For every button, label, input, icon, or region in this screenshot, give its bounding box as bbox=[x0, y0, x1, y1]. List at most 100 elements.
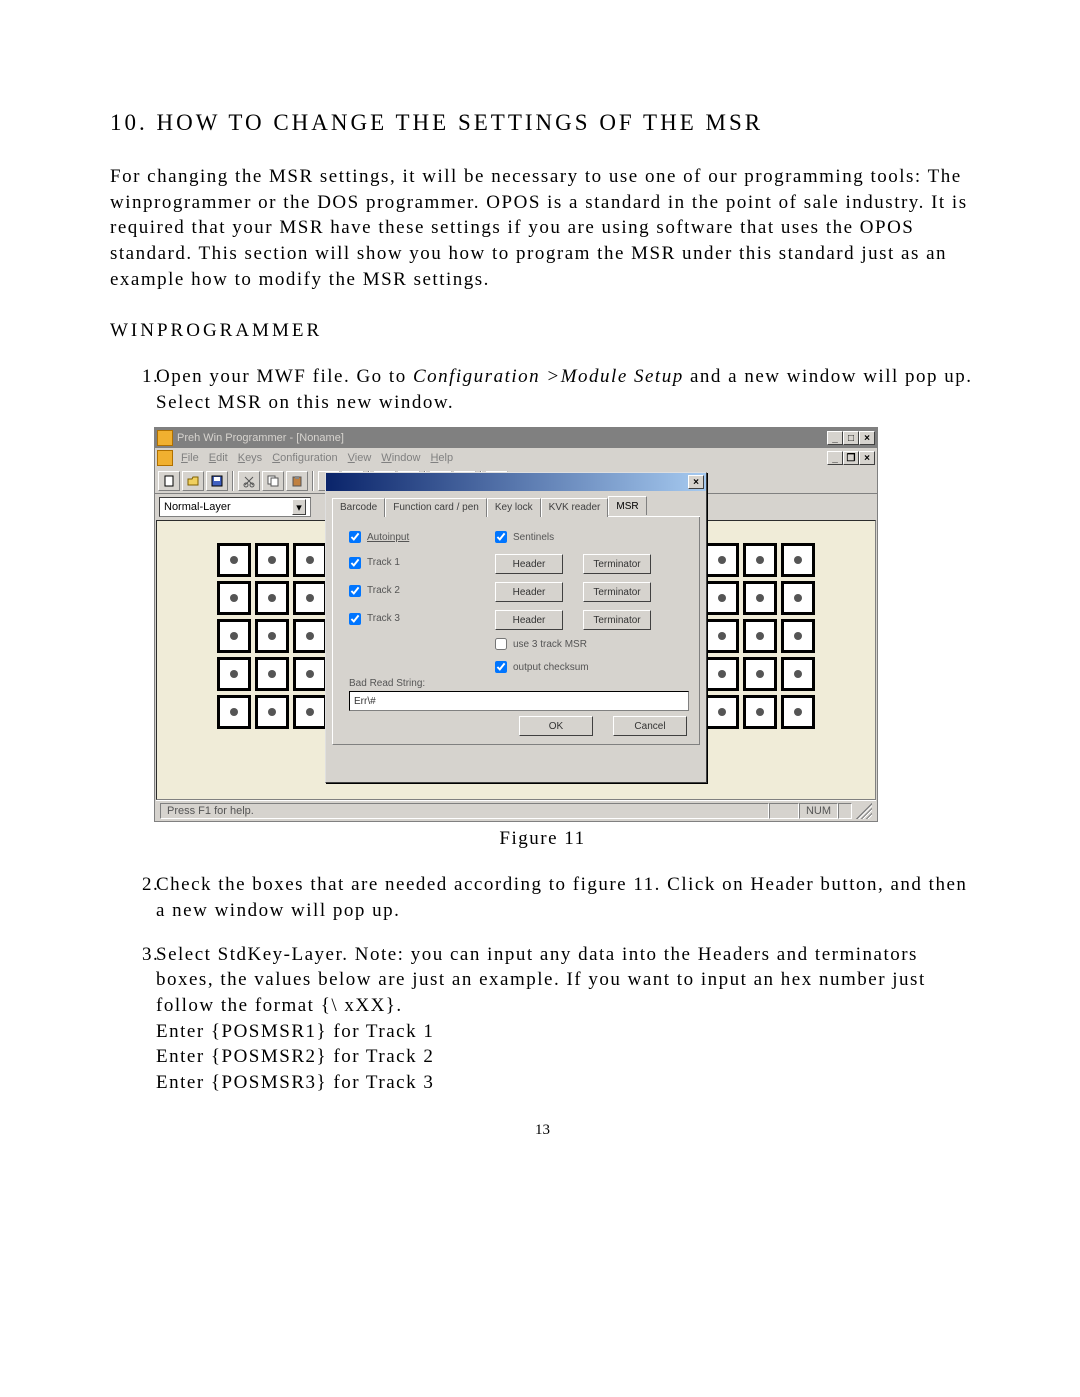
mdi-restore-button[interactable]: ❐ bbox=[843, 451, 859, 465]
key[interactable] bbox=[743, 619, 777, 653]
track2-checkbox[interactable]: Track 2 bbox=[349, 585, 400, 597]
track2-terminator-button[interactable]: Terminator bbox=[583, 582, 651, 602]
step-number: 2. bbox=[110, 872, 156, 923]
track3-checkbox[interactable]: Track 3 bbox=[349, 613, 400, 625]
ok-button[interactable]: OK bbox=[519, 716, 593, 736]
key[interactable] bbox=[705, 695, 739, 729]
window-title: Preh Win Programmer - [Noname] bbox=[177, 432, 823, 444]
menu-keys[interactable]: Keys bbox=[238, 452, 262, 464]
track1-checkbox[interactable]: Track 1 bbox=[349, 557, 400, 569]
track2-header-button[interactable]: Header bbox=[495, 582, 563, 602]
menu-window[interactable]: Window bbox=[381, 452, 420, 464]
status-bar: Press F1 for help. NUM bbox=[156, 800, 876, 820]
key[interactable] bbox=[781, 619, 815, 653]
key[interactable] bbox=[781, 581, 815, 615]
tab-panel-msr: Autoinput Sentinels Track 1 Header Termi… bbox=[332, 517, 700, 745]
bad-read-input[interactable]: Err\# bbox=[349, 691, 689, 711]
key[interactable] bbox=[217, 619, 251, 653]
key[interactable] bbox=[217, 695, 251, 729]
minimize-button[interactable]: _ bbox=[827, 431, 843, 445]
track1-header-button[interactable]: Header bbox=[495, 554, 563, 574]
save-icon[interactable] bbox=[206, 471, 228, 491]
track3-terminator-button[interactable]: Terminator bbox=[583, 610, 651, 630]
menu-help[interactable]: Help bbox=[430, 452, 453, 464]
bad-read-label: Bad Read String: bbox=[349, 678, 689, 689]
key[interactable] bbox=[705, 657, 739, 691]
key[interactable] bbox=[743, 695, 777, 729]
cut-icon[interactable] bbox=[238, 471, 260, 491]
key[interactable] bbox=[255, 695, 289, 729]
key[interactable] bbox=[705, 581, 739, 615]
key[interactable] bbox=[705, 543, 739, 577]
layer-value: Normal-Layer bbox=[164, 501, 231, 513]
dialog-close-button[interactable]: × bbox=[688, 475, 704, 489]
status-text: Press F1 for help. bbox=[160, 803, 769, 819]
key[interactable] bbox=[743, 543, 777, 577]
bad-read-value: Err\# bbox=[354, 696, 376, 707]
subsection-heading: WINPROGRAMMER bbox=[110, 320, 975, 342]
key[interactable] bbox=[255, 619, 289, 653]
paste-icon[interactable] bbox=[286, 471, 308, 491]
key[interactable] bbox=[293, 543, 327, 577]
step-number: 1. bbox=[110, 364, 156, 415]
key[interactable] bbox=[293, 695, 327, 729]
key[interactable] bbox=[255, 657, 289, 691]
autoinput-checkbox[interactable]: Autoinput bbox=[349, 531, 409, 543]
keypad-right bbox=[705, 543, 815, 729]
chevron-down-icon: ▾ bbox=[292, 499, 306, 515]
maximize-button[interactable]: □ bbox=[843, 431, 859, 445]
tab-msr[interactable]: MSR bbox=[608, 496, 646, 515]
open-icon[interactable] bbox=[182, 471, 204, 491]
keypad-left bbox=[217, 543, 327, 729]
use-3track-checkbox[interactable]: use 3 track MSR bbox=[495, 638, 587, 650]
key[interactable] bbox=[781, 695, 815, 729]
section-heading: 10. HOW TO CHANGE THE SETTINGS OF THE MS… bbox=[110, 110, 975, 136]
status-empty2 bbox=[838, 803, 852, 819]
tab-function-card[interactable]: Function card / pen bbox=[385, 498, 487, 517]
sentinels-checkbox[interactable]: Sentinels bbox=[495, 531, 554, 543]
layer-dropdown[interactable]: Normal-Layer ▾ bbox=[159, 497, 311, 517]
menu-view[interactable]: View bbox=[348, 452, 372, 464]
key[interactable] bbox=[293, 581, 327, 615]
cancel-button[interactable]: Cancel bbox=[613, 716, 687, 736]
new-icon[interactable] bbox=[158, 471, 180, 491]
menu-configuration[interactable]: Configuration bbox=[272, 452, 337, 464]
figure-caption: Figure 11 bbox=[110, 828, 975, 850]
step-number: 3. bbox=[110, 942, 156, 1096]
key[interactable] bbox=[705, 619, 739, 653]
key[interactable] bbox=[743, 581, 777, 615]
page-number: 13 bbox=[110, 1122, 975, 1139]
menu-file[interactable]: File bbox=[181, 452, 199, 464]
step-2: 2. Check the boxes that are needed accor… bbox=[110, 872, 975, 923]
step-1: 1. Open your MWF file. Go to Configurati… bbox=[110, 364, 975, 415]
key[interactable] bbox=[217, 581, 251, 615]
intro-paragraph: For changing the MSR settings, it will b… bbox=[110, 164, 975, 292]
document-page: 10. HOW TO CHANGE THE SETTINGS OF THE MS… bbox=[0, 0, 1080, 1179]
output-checksum-checkbox[interactable]: output checksum bbox=[495, 661, 589, 673]
close-button[interactable]: × bbox=[859, 431, 875, 445]
key[interactable] bbox=[781, 657, 815, 691]
track1-terminator-button[interactable]: Terminator bbox=[583, 554, 651, 574]
dialog-titlebar: × bbox=[326, 473, 706, 491]
key[interactable] bbox=[293, 619, 327, 653]
step-text: Select StdKey-Layer. Note: you can input… bbox=[156, 942, 975, 1096]
key[interactable] bbox=[743, 657, 777, 691]
step-text: Check the boxes that are needed accordin… bbox=[156, 872, 975, 923]
track3-header-button[interactable]: Header bbox=[495, 610, 563, 630]
key[interactable] bbox=[781, 543, 815, 577]
copy-icon[interactable] bbox=[262, 471, 284, 491]
app-icon bbox=[157, 430, 173, 446]
key[interactable] bbox=[217, 657, 251, 691]
tab-kvk-reader[interactable]: KVK reader bbox=[541, 498, 609, 517]
tab-key-lock[interactable]: Key lock bbox=[487, 498, 541, 517]
menu-edit[interactable]: Edit bbox=[209, 452, 228, 464]
key[interactable] bbox=[217, 543, 251, 577]
tab-barcode[interactable]: Barcode bbox=[332, 498, 385, 517]
key[interactable] bbox=[255, 581, 289, 615]
mdi-close-button[interactable]: × bbox=[859, 451, 875, 465]
key[interactable] bbox=[293, 657, 327, 691]
resize-grip-icon[interactable] bbox=[856, 803, 872, 819]
key[interactable] bbox=[255, 543, 289, 577]
mdi-minimize-button[interactable]: _ bbox=[827, 451, 843, 465]
menu-bar: File Edit Keys Configuration View Window… bbox=[177, 452, 823, 464]
